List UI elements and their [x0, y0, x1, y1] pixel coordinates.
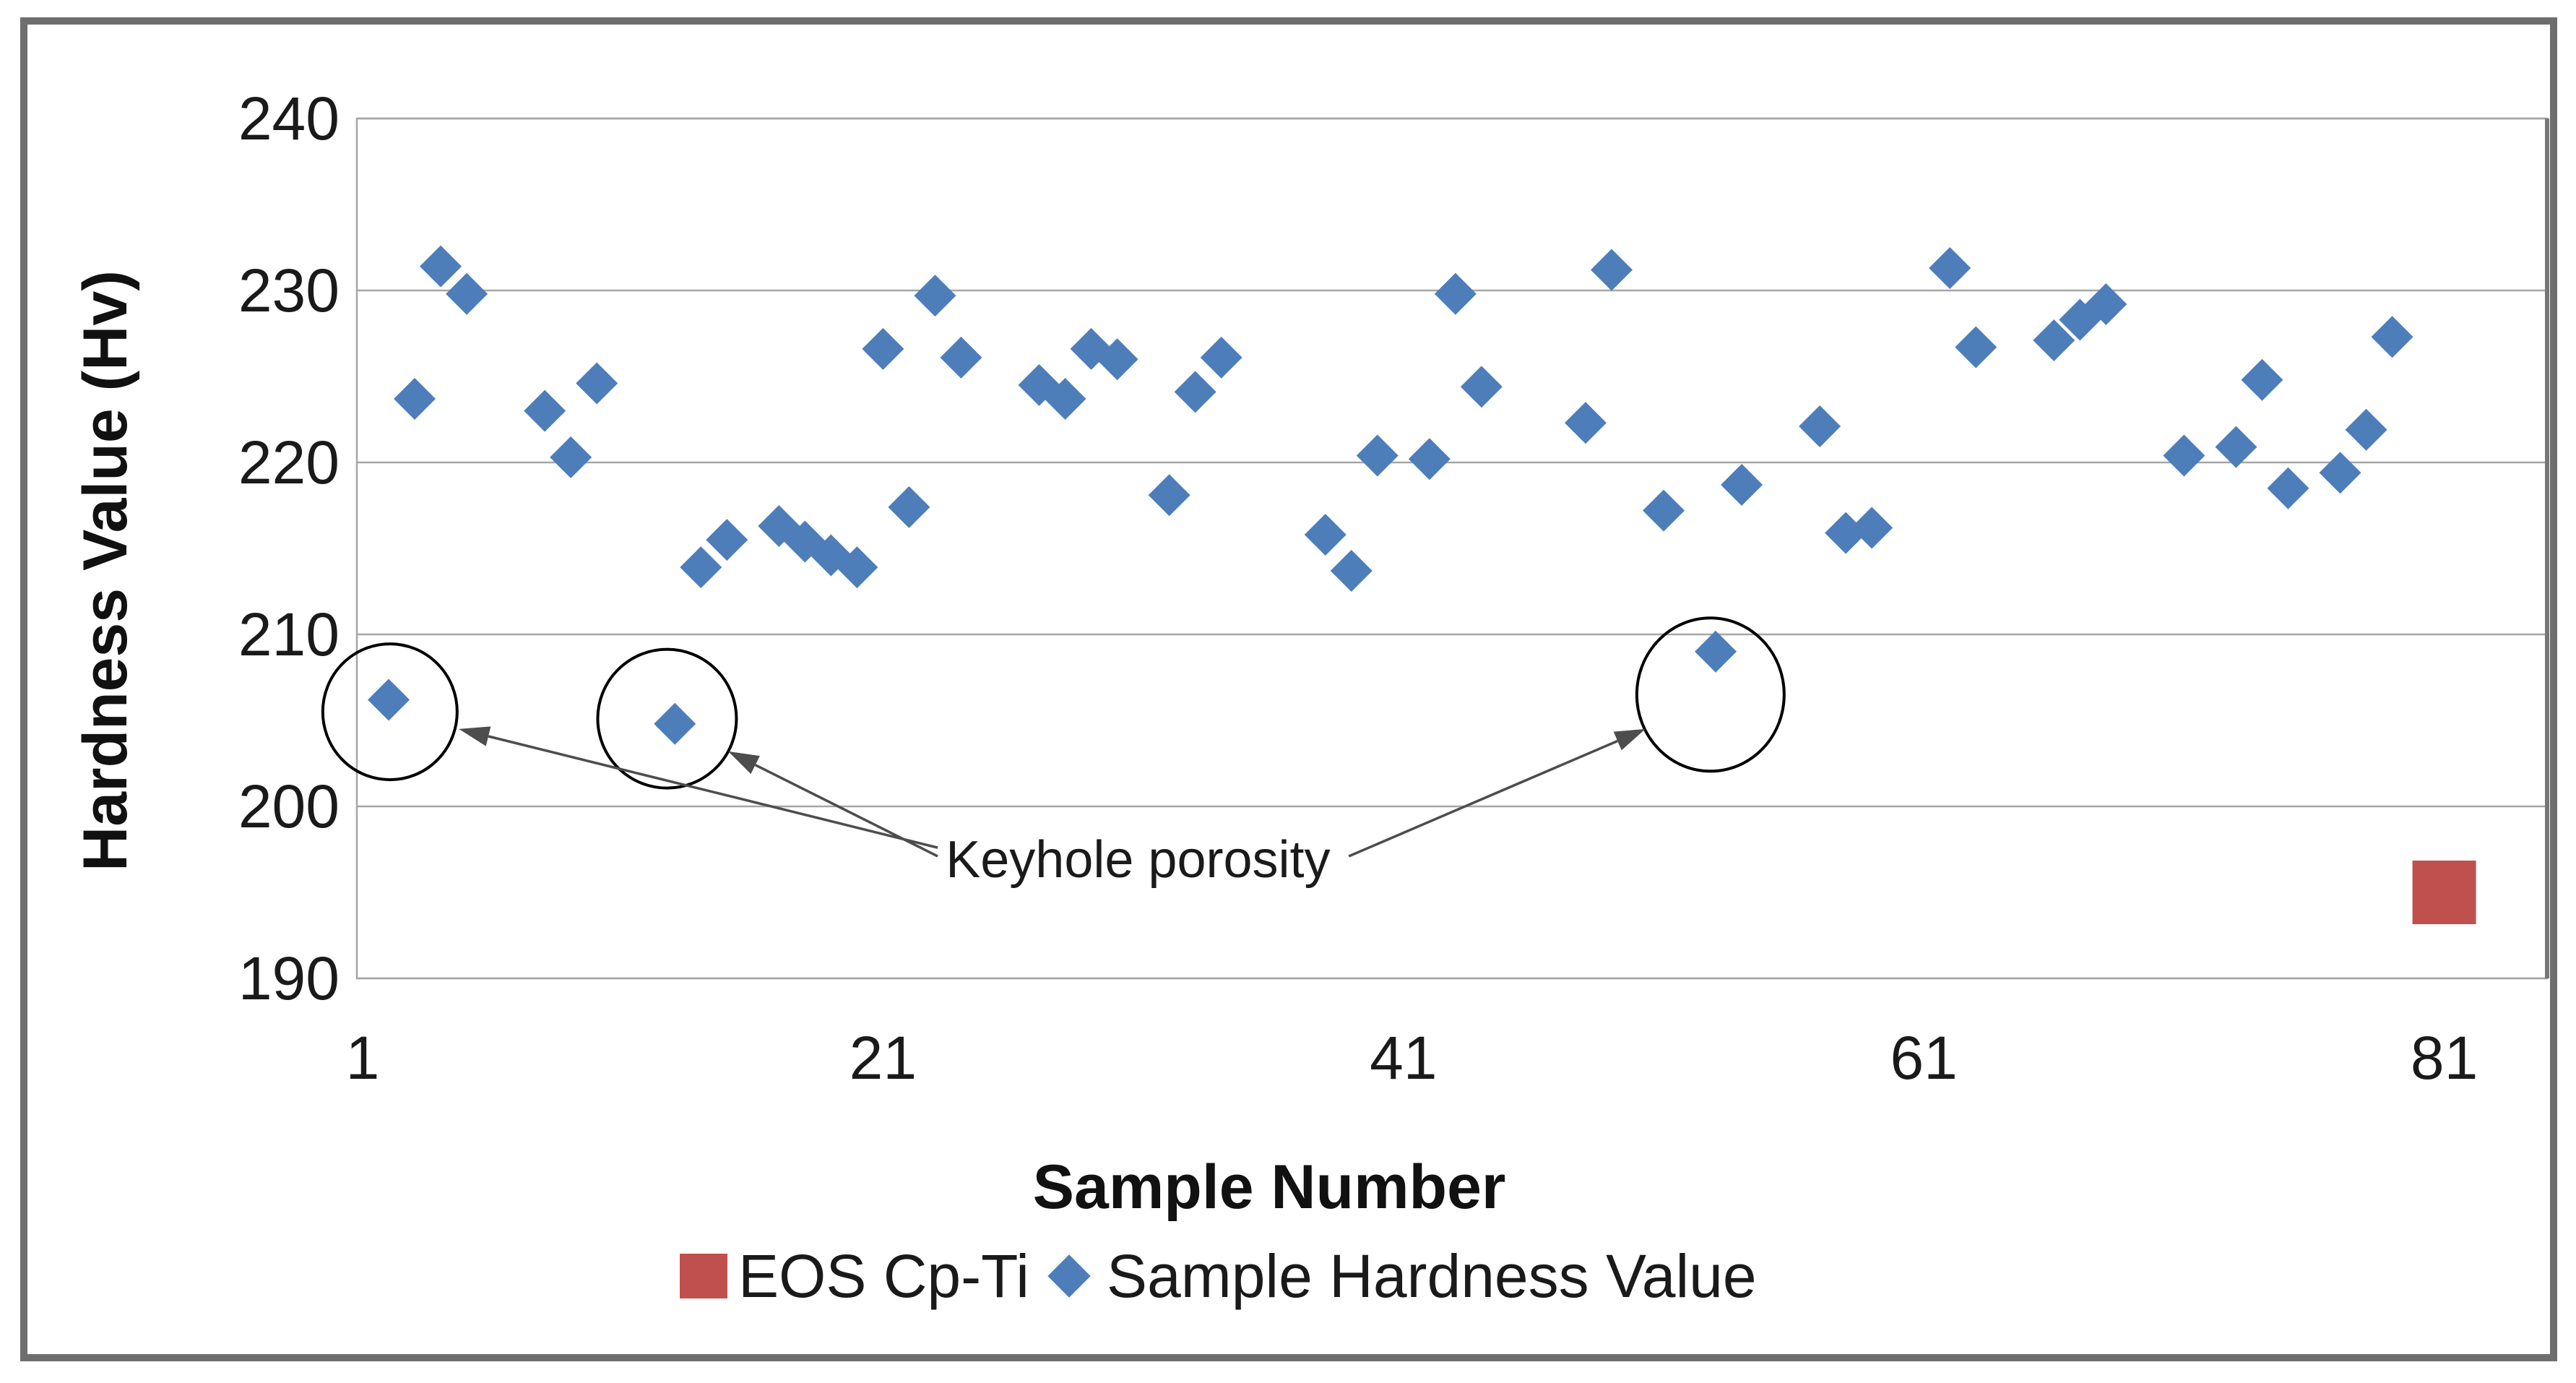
y-tick-label-190: 190 — [238, 944, 340, 1012]
y-axis-title: Hardness Value (Hv) — [71, 270, 140, 871]
data-point-diamond — [394, 377, 436, 420]
data-point-diamond — [420, 245, 462, 288]
annotation-arrow-head — [459, 726, 491, 746]
data-point-diamond — [836, 546, 878, 589]
data-point-diamond — [1330, 549, 1373, 592]
data-point-diamond — [368, 678, 410, 721]
data-point-diamond — [550, 436, 592, 478]
data-point-diamond — [862, 327, 904, 370]
data-point-diamond — [1564, 402, 1607, 444]
annotation-arrow-line — [488, 735, 938, 849]
data-point-diamond — [1955, 326, 1997, 369]
data-point-diamond — [2267, 467, 2309, 509]
x-tick-label-81: 81 — [2410, 1024, 2478, 1092]
data-point-diamond — [1044, 377, 1086, 420]
data-point-diamond — [1929, 247, 1971, 290]
keyhole-circle — [1635, 616, 1786, 773]
data-point-diamond — [446, 272, 488, 315]
data-point-diamond — [2085, 283, 2127, 326]
x-tick-label-41: 41 — [1370, 1024, 1438, 1092]
annotation-arrow-head — [728, 751, 760, 775]
data-point-diamond — [2033, 319, 2075, 362]
x-axis-title: Sample Number — [1032, 1152, 1506, 1222]
data-point-diamond — [680, 546, 722, 589]
keyhole-porosity-annotation: Keyhole porosity — [946, 830, 1331, 889]
data-point-diamond — [706, 519, 748, 561]
data-point-diamond — [940, 336, 982, 379]
data-point-diamond — [524, 389, 566, 432]
data-point-diamond — [2241, 358, 2283, 401]
annotation-arrow-line — [1348, 739, 1618, 858]
data-point-diamond — [1590, 249, 1633, 291]
data-point-diamond — [914, 275, 956, 317]
y-tick-label-230: 230 — [238, 257, 340, 324]
data-point-diamond — [1721, 463, 1763, 506]
data-point-diamond — [2371, 316, 2413, 358]
x-tick-label-21: 21 — [849, 1024, 917, 1092]
y-tick-label-200: 200 — [238, 772, 340, 840]
data-point-diamond — [1174, 371, 1216, 413]
data-point-diamond — [2163, 434, 2205, 477]
data-point-diamond — [2345, 408, 2387, 451]
data-point-square — [2412, 861, 2476, 924]
data-point-diamond — [1460, 366, 1503, 408]
data-point-diamond — [1304, 513, 1347, 556]
y-tick-label-210: 210 — [238, 600, 340, 668]
data-point-diamond — [576, 362, 618, 405]
y-tick-label-240: 240 — [238, 85, 340, 152]
data-point-diamond — [1695, 630, 1737, 673]
data-point-diamond — [1148, 474, 1190, 517]
data-point-diamond — [1799, 405, 1841, 448]
plot-border — [355, 117, 2549, 980]
keyhole-circle — [321, 642, 459, 782]
keyhole-circle — [596, 647, 738, 790]
data-point-diamond — [1096, 338, 1138, 381]
chart-outer-frame — [20, 17, 2557, 1361]
data-point-diamond — [654, 702, 696, 745]
annotation-arrow-head — [1613, 728, 1646, 751]
data-point-diamond — [2215, 426, 2257, 468]
x-tick-label-61: 61 — [1890, 1024, 1958, 1092]
data-point-diamond — [888, 486, 930, 528]
annotation-arrow-line — [754, 764, 938, 858]
data-point-diamond — [1643, 489, 1685, 532]
data-point-diamond — [1356, 434, 1399, 477]
data-point-diamond — [1200, 336, 1242, 379]
x-tick-label-1: 1 — [345, 1024, 380, 1092]
data-point-diamond — [2319, 452, 2361, 494]
data-point-diamond — [1434, 272, 1477, 315]
data-point-diamond — [1851, 507, 1893, 549]
data-point-diamond — [1408, 438, 1451, 481]
y-tick-label-220: 220 — [238, 428, 340, 496]
